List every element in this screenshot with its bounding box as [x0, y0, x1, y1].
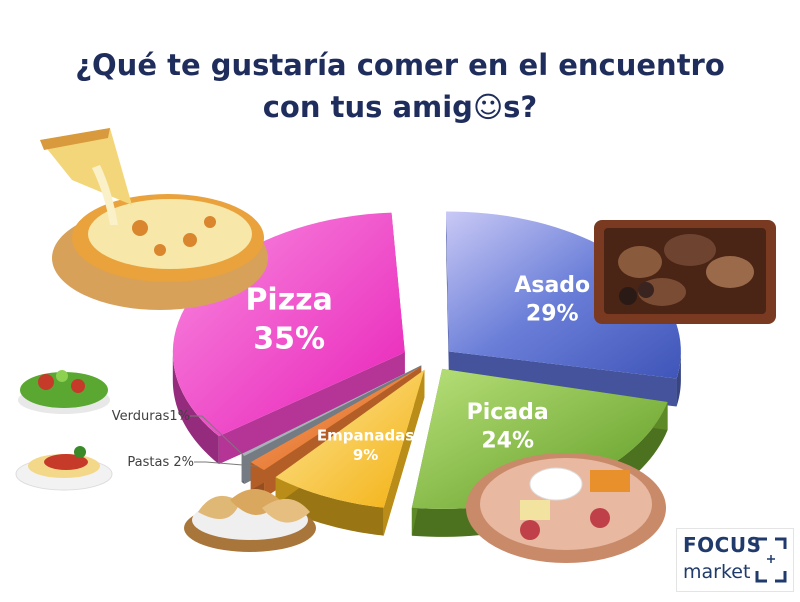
- focus-market-logo: FOCUS market: [676, 528, 794, 592]
- slice-label-pizza: Pizza: [245, 282, 332, 317]
- slice-value-picada: 24%: [481, 429, 534, 454]
- slice-value-pizza: 35%: [253, 321, 325, 356]
- pie-slice-top-pastas: [250, 366, 421, 471]
- slice-label-picada: Picada: [467, 400, 549, 425]
- logo-bracket-icon: [755, 537, 787, 583]
- empanadas-image: [184, 489, 316, 552]
- verduras-image: [18, 370, 110, 414]
- chart-title: ¿Qué te gustaría comer en el encuentro c…: [0, 44, 800, 128]
- pie-slice-wall-empanadas: [383, 369, 425, 536]
- pie-slice-top-verduras: [241, 365, 422, 456]
- pie-slice-empanadas: [275, 369, 425, 536]
- pie-slice-wall-asado: [448, 351, 677, 407]
- slice-value-asado: 29%: [526, 301, 579, 326]
- slice-value-empanadas: 9%: [353, 446, 378, 464]
- pie-slice-side-pizza: [172, 352, 219, 465]
- asado-image: [594, 220, 776, 324]
- pie-slice-top-picada: [411, 368, 668, 509]
- pie-slice-side-empanadas: [275, 477, 384, 536]
- slice-label-verduras: Verduras1%: [112, 409, 190, 424]
- chart-title-line-2: con tus amig☺s?: [262, 90, 538, 124]
- pie-slice-top-asado: [446, 211, 681, 379]
- pie-slice-asado: [446, 211, 681, 407]
- pie-slice-wall-pastas: [250, 366, 421, 491]
- logo-text-focus: FOCUS: [683, 533, 762, 557]
- slice-label-pastas: Pastas 2%: [127, 455, 194, 470]
- pie-slice-wall-asado: [446, 211, 449, 380]
- pie-slice-wall-pizza: [218, 352, 405, 465]
- pie-slice-top-empanadas: [275, 369, 425, 508]
- pastas-image: [15, 446, 113, 491]
- pizza-image: [40, 128, 268, 310]
- leader-line-verduras: [190, 415, 244, 456]
- slice-label-empanadas: Empanadas: [317, 427, 414, 445]
- chart-title-line-1: ¿Qué te gustaría comer en el encuentro: [75, 48, 725, 82]
- logo-text-market: market: [683, 561, 751, 583]
- slice-label-asado: Asado: [514, 273, 590, 298]
- pie-slice-side-asado: [676, 351, 681, 407]
- picada-image: [466, 453, 666, 563]
- leader-line-pastas: [194, 461, 258, 467]
